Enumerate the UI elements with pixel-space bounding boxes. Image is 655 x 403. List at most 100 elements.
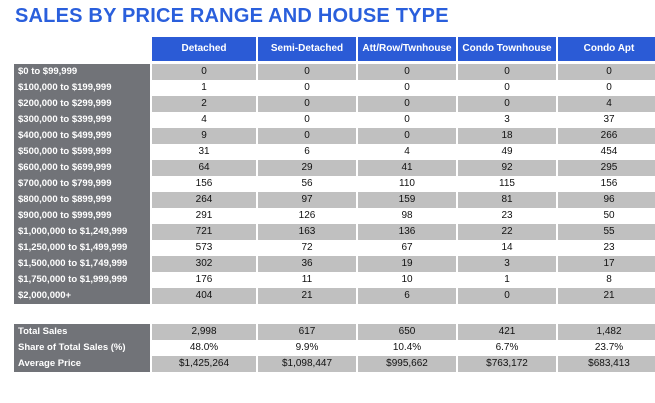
column-header: Detached	[152, 37, 256, 61]
table-cell: 1	[152, 80, 256, 96]
column-header: Semi-Detached	[258, 37, 356, 61]
table-cell: 6	[258, 144, 356, 160]
summary-cell: 23.7%	[558, 340, 655, 356]
table-cell: 573	[152, 240, 256, 256]
table-cell: 0	[258, 96, 356, 112]
summary-label: Average Price	[14, 356, 150, 372]
table-cell: 97	[258, 192, 356, 208]
table-cell: 9	[152, 128, 256, 144]
row-label: $1,750,000 to $1,999,999	[14, 272, 150, 288]
row-label: $400,000 to $499,999	[14, 128, 150, 144]
table-cell: 0	[358, 80, 456, 96]
summary-cell: 6.7%	[458, 340, 556, 356]
table-cell: 11	[258, 272, 356, 288]
row-label: $300,000 to $399,999	[14, 112, 150, 128]
row-label: $800,000 to $899,999	[14, 192, 150, 208]
table-cell: 163	[258, 224, 356, 240]
table-cell: 159	[358, 192, 456, 208]
table-cell: 2	[152, 96, 256, 112]
row-label: $1,000,000 to $1,249,999	[14, 224, 150, 240]
table-cell: 36	[258, 256, 356, 272]
table-cell: 55	[558, 224, 655, 240]
table-cell: 98	[358, 208, 456, 224]
table-cell: 156	[558, 176, 655, 192]
summary-cell: 1,482	[558, 324, 655, 340]
row-label: $2,000,000+	[14, 288, 150, 304]
table-cell: 18	[458, 128, 556, 144]
table-cell: 49	[458, 144, 556, 160]
section-spacer	[258, 304, 356, 324]
table-cell: 21	[258, 288, 356, 304]
row-label: $100,000 to $199,999	[14, 80, 150, 96]
row-label: $600,000 to $699,999	[14, 160, 150, 176]
table-cell: 0	[152, 64, 256, 80]
table-cell: 4	[152, 112, 256, 128]
table-cell: 21	[558, 288, 655, 304]
column-header: Att/Row/Twnhouse	[358, 37, 456, 61]
table-cell: 22	[458, 224, 556, 240]
table-cell: 3	[458, 256, 556, 272]
table-cell: 0	[458, 80, 556, 96]
table-cell: 23	[458, 208, 556, 224]
row-label: $1,250,000 to $1,499,999	[14, 240, 150, 256]
sales-table: Detached Semi-Detached Att/Row/Twnhouse Con…	[14, 37, 655, 372]
summary-cell: 650	[358, 324, 456, 340]
table-cell: 41	[358, 160, 456, 176]
table-cell: 14	[458, 240, 556, 256]
section-spacer	[152, 304, 256, 324]
table-cell: 23	[558, 240, 655, 256]
row-label: $900,000 to $999,999	[14, 208, 150, 224]
table-cell: 264	[152, 192, 256, 208]
summary-cell: $763,172	[458, 356, 556, 372]
table-cell: 110	[358, 176, 456, 192]
table-cell: 0	[358, 112, 456, 128]
summary-cell: 421	[458, 324, 556, 340]
table-cell: 0	[258, 80, 356, 96]
table-cell: 67	[358, 240, 456, 256]
table-cell: 0	[458, 288, 556, 304]
row-label: $200,000 to $299,999	[14, 96, 150, 112]
table-cell: 3	[458, 112, 556, 128]
table-cell: 454	[558, 144, 655, 160]
table-cell: 0	[258, 64, 356, 80]
summary-cell: $1,425,264	[152, 356, 256, 372]
table-cell: 115	[458, 176, 556, 192]
table-cell: 0	[458, 64, 556, 80]
summary-cell: $1,098,447	[258, 356, 356, 372]
table-cell: 81	[458, 192, 556, 208]
table-cell: 0	[258, 128, 356, 144]
table-cell: 302	[152, 256, 256, 272]
table-cell: 0	[558, 64, 655, 80]
summary-label: Total Sales	[14, 324, 150, 340]
table-cell: 50	[558, 208, 655, 224]
row-label: $1,500,000 to $1,749,999	[14, 256, 150, 272]
table-cell: 404	[152, 288, 256, 304]
summary-cell: $683,413	[558, 356, 655, 372]
table-cell: 0	[358, 64, 456, 80]
page-title: SALES BY PRICE RANGE AND HOUSE TYPE	[15, 5, 449, 27]
table-cell: 31	[152, 144, 256, 160]
table-cell: 0	[358, 96, 456, 112]
table-cell: 37	[558, 112, 655, 128]
summary-cell: $995,662	[358, 356, 456, 372]
table-cell: 56	[258, 176, 356, 192]
summary-cell: 48.0%	[152, 340, 256, 356]
table-cell: 291	[152, 208, 256, 224]
column-header: Condo Townhouse	[458, 37, 556, 61]
row-label: $700,000 to $799,999	[14, 176, 150, 192]
table-cell: 96	[558, 192, 655, 208]
table-cell: 10	[358, 272, 456, 288]
section-spacer	[458, 304, 556, 324]
table-cell: 295	[558, 160, 655, 176]
table-cell: 4	[558, 96, 655, 112]
table-cell: 29	[258, 160, 356, 176]
column-header: Condo Apt	[558, 37, 655, 61]
row-label: $0 to $99,999	[14, 64, 150, 80]
table-cell: 0	[358, 128, 456, 144]
table-cell: 8	[558, 272, 655, 288]
table-cell: 0	[558, 80, 655, 96]
table-cell: 126	[258, 208, 356, 224]
header-corner	[14, 37, 150, 61]
summary-cell: 10.4%	[358, 340, 456, 356]
table-cell: 136	[358, 224, 456, 240]
